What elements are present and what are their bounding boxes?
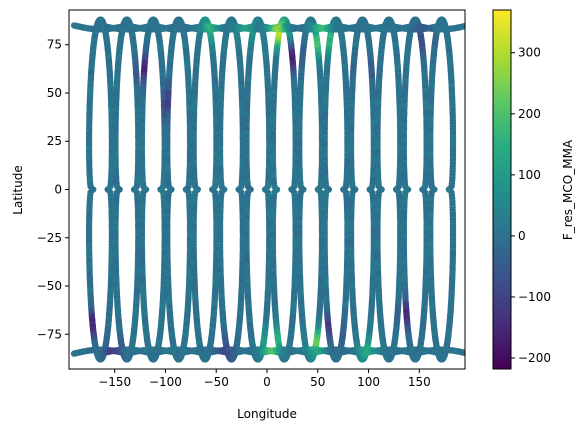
scatter-point [342,189,350,196]
scatter-point [133,189,140,196]
scatter-point [238,189,245,196]
scatter-points [70,16,465,363]
scatter-point [369,189,376,196]
scatter-point [291,189,298,196]
scatter-point [160,189,167,196]
scatter-point [264,189,271,196]
scatter-point [317,189,324,196]
scatter-point [185,189,192,196]
scatter-point [107,189,114,196]
scatter-point [211,189,219,196]
